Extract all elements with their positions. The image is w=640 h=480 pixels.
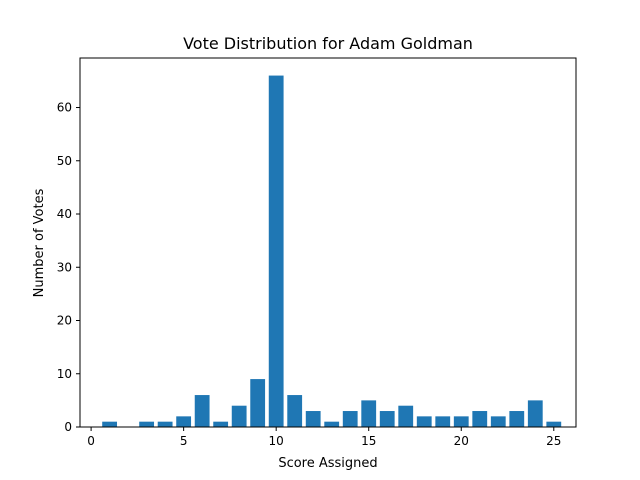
bar-score-19 bbox=[435, 416, 451, 427]
bar-score-5 bbox=[176, 416, 192, 427]
bar-score-20 bbox=[453, 416, 469, 427]
bar-score-18 bbox=[416, 416, 432, 427]
x-axis-ticks: 0 5 10 15 20 25 bbox=[87, 427, 561, 448]
y-tick-label: 10 bbox=[57, 367, 72, 381]
y-tick-label: 20 bbox=[57, 314, 72, 328]
x-tick-label: 25 bbox=[546, 434, 561, 448]
y-tick-label: 60 bbox=[57, 101, 72, 115]
bar-score-6 bbox=[194, 395, 210, 427]
bars-group bbox=[102, 75, 562, 428]
y-tick-label: 50 bbox=[57, 154, 72, 168]
plot-frame bbox=[79, 57, 577, 428]
bar-score-9 bbox=[250, 379, 266, 427]
chart-title: Vote Distribution for Adam Goldman bbox=[183, 34, 473, 53]
y-tick-label: 0 bbox=[64, 420, 72, 434]
bar-score-22 bbox=[490, 416, 506, 427]
bar-score-25 bbox=[546, 421, 562, 427]
x-tick-label: 15 bbox=[361, 434, 376, 448]
bar-score-11 bbox=[287, 395, 303, 427]
y-tick-label: 30 bbox=[57, 260, 72, 274]
bar-score-16 bbox=[379, 411, 395, 427]
x-axis-label: Score Assigned bbox=[278, 456, 377, 471]
bar-score-12 bbox=[305, 411, 321, 427]
y-axis-label: Number of Votes bbox=[32, 188, 47, 297]
bar-score-7 bbox=[213, 421, 229, 427]
x-tick-label: 5 bbox=[180, 434, 188, 448]
bar-score-13 bbox=[324, 421, 340, 427]
bar-score-3 bbox=[139, 421, 155, 427]
x-tick-label: 10 bbox=[269, 434, 284, 448]
y-tick-label: 40 bbox=[57, 207, 72, 221]
bar-score-21 bbox=[472, 411, 488, 427]
x-tick-label: 20 bbox=[454, 434, 469, 448]
bar-score-14 bbox=[342, 411, 358, 427]
bar-score-23 bbox=[509, 411, 525, 427]
bar-score-4 bbox=[157, 421, 173, 427]
x-tick-label: 0 bbox=[87, 434, 95, 448]
bar-score-1 bbox=[102, 421, 118, 427]
bar-score-10 bbox=[268, 75, 284, 428]
bar-score-8 bbox=[231, 405, 247, 427]
bar-score-24 bbox=[527, 400, 543, 427]
y-axis-ticks: 0 10 20 30 40 50 60 bbox=[57, 101, 80, 434]
bar-score-15 bbox=[361, 400, 377, 427]
bar-score-17 bbox=[398, 405, 414, 427]
